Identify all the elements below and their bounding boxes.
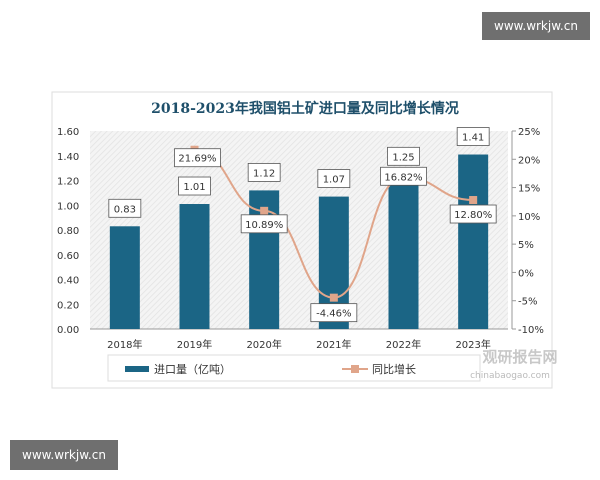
bar [458, 154, 489, 329]
legend-line-label: 同比增长 [372, 362, 416, 376]
growth-data-label: 12.80% [454, 210, 492, 221]
growth-data-label: 16.82% [384, 172, 422, 183]
growth-data-label: 21.69% [178, 154, 216, 165]
bar-data-label-box [317, 169, 351, 188]
y-left-tick: 0.40 [57, 276, 79, 287]
legend [107, 354, 481, 382]
y-right-tick: 25% [518, 127, 540, 138]
growth-data-label-box [240, 214, 288, 234]
y-left-tick: 0.20 [57, 300, 79, 311]
y-left-tick: 1.60 [57, 127, 79, 138]
legend-line-marker [351, 365, 359, 373]
growth-data-label: 10.89% [245, 220, 283, 231]
growth-data-label-box [174, 148, 221, 168]
plot-area [90, 131, 508, 329]
y-right-tick: 0% [518, 268, 534, 279]
y-right-tick: -5% [518, 297, 537, 308]
chart-title: 2018-2023年我国铝土矿进口量及同比增长情况 [151, 100, 459, 117]
x-tick: 2020年 [246, 338, 281, 351]
bar-data-label-box [387, 146, 420, 166]
x-tick: 2021年 [316, 338, 351, 351]
legend-bar-label: 进口量（亿吨） [154, 363, 231, 376]
bar-data-label-box [456, 127, 490, 146]
growth-data-label-box [449, 204, 497, 224]
bar-data-label: 0.83 [114, 204, 136, 215]
brand-url: chinabaogao.com [470, 371, 550, 381]
x-tick: 2018年 [107, 338, 142, 351]
bar-data-label: 1.12 [253, 168, 275, 179]
bar [388, 174, 419, 329]
y-right-tick: -10% [518, 325, 544, 336]
y-right-tick: 20% [518, 155, 540, 166]
bar-data-label: 1.01 [183, 182, 205, 193]
growth-marker [469, 196, 478, 205]
y-left-tick: 1.40 [57, 152, 79, 163]
bar [179, 204, 210, 329]
y-left-tick: 1.00 [57, 201, 79, 212]
bar [109, 226, 140, 329]
growth-data-label-box [380, 166, 427, 186]
bar-data-label: 1.41 [462, 133, 484, 144]
growth-marker [329, 293, 338, 302]
bar-data-label: 1.25 [392, 152, 414, 163]
bar-data-label-box [178, 176, 211, 196]
y-left-tick: 1.20 [57, 177, 79, 188]
growth-data-label: -4.46% [316, 309, 351, 320]
legend-bar-swatch [125, 366, 149, 372]
y-left-tick: 0.80 [57, 226, 79, 237]
y-left-tick: 0.00 [57, 325, 79, 336]
bar-data-label: 1.07 [323, 175, 345, 186]
brand-logo: 观研报告网 [482, 348, 557, 366]
y-right-tick: 10% [518, 212, 540, 223]
growth-data-label-box [310, 303, 358, 323]
y-right-tick: 15% [518, 184, 540, 195]
bar-data-label-box [247, 162, 281, 182]
y-right-tick: 5% [518, 240, 534, 251]
x-tick: 2019年 [177, 338, 212, 351]
watermark-top: www.wrkjw.cn [482, 12, 590, 40]
y-left-tick: 0.60 [57, 251, 79, 262]
bar-data-label-box [108, 198, 142, 218]
x-tick: 2023年 [455, 338, 490, 351]
watermark-bottom: www.wrkjw.cn [10, 440, 118, 470]
x-tick: 2022年 [386, 338, 421, 351]
growth-marker [260, 206, 269, 215]
